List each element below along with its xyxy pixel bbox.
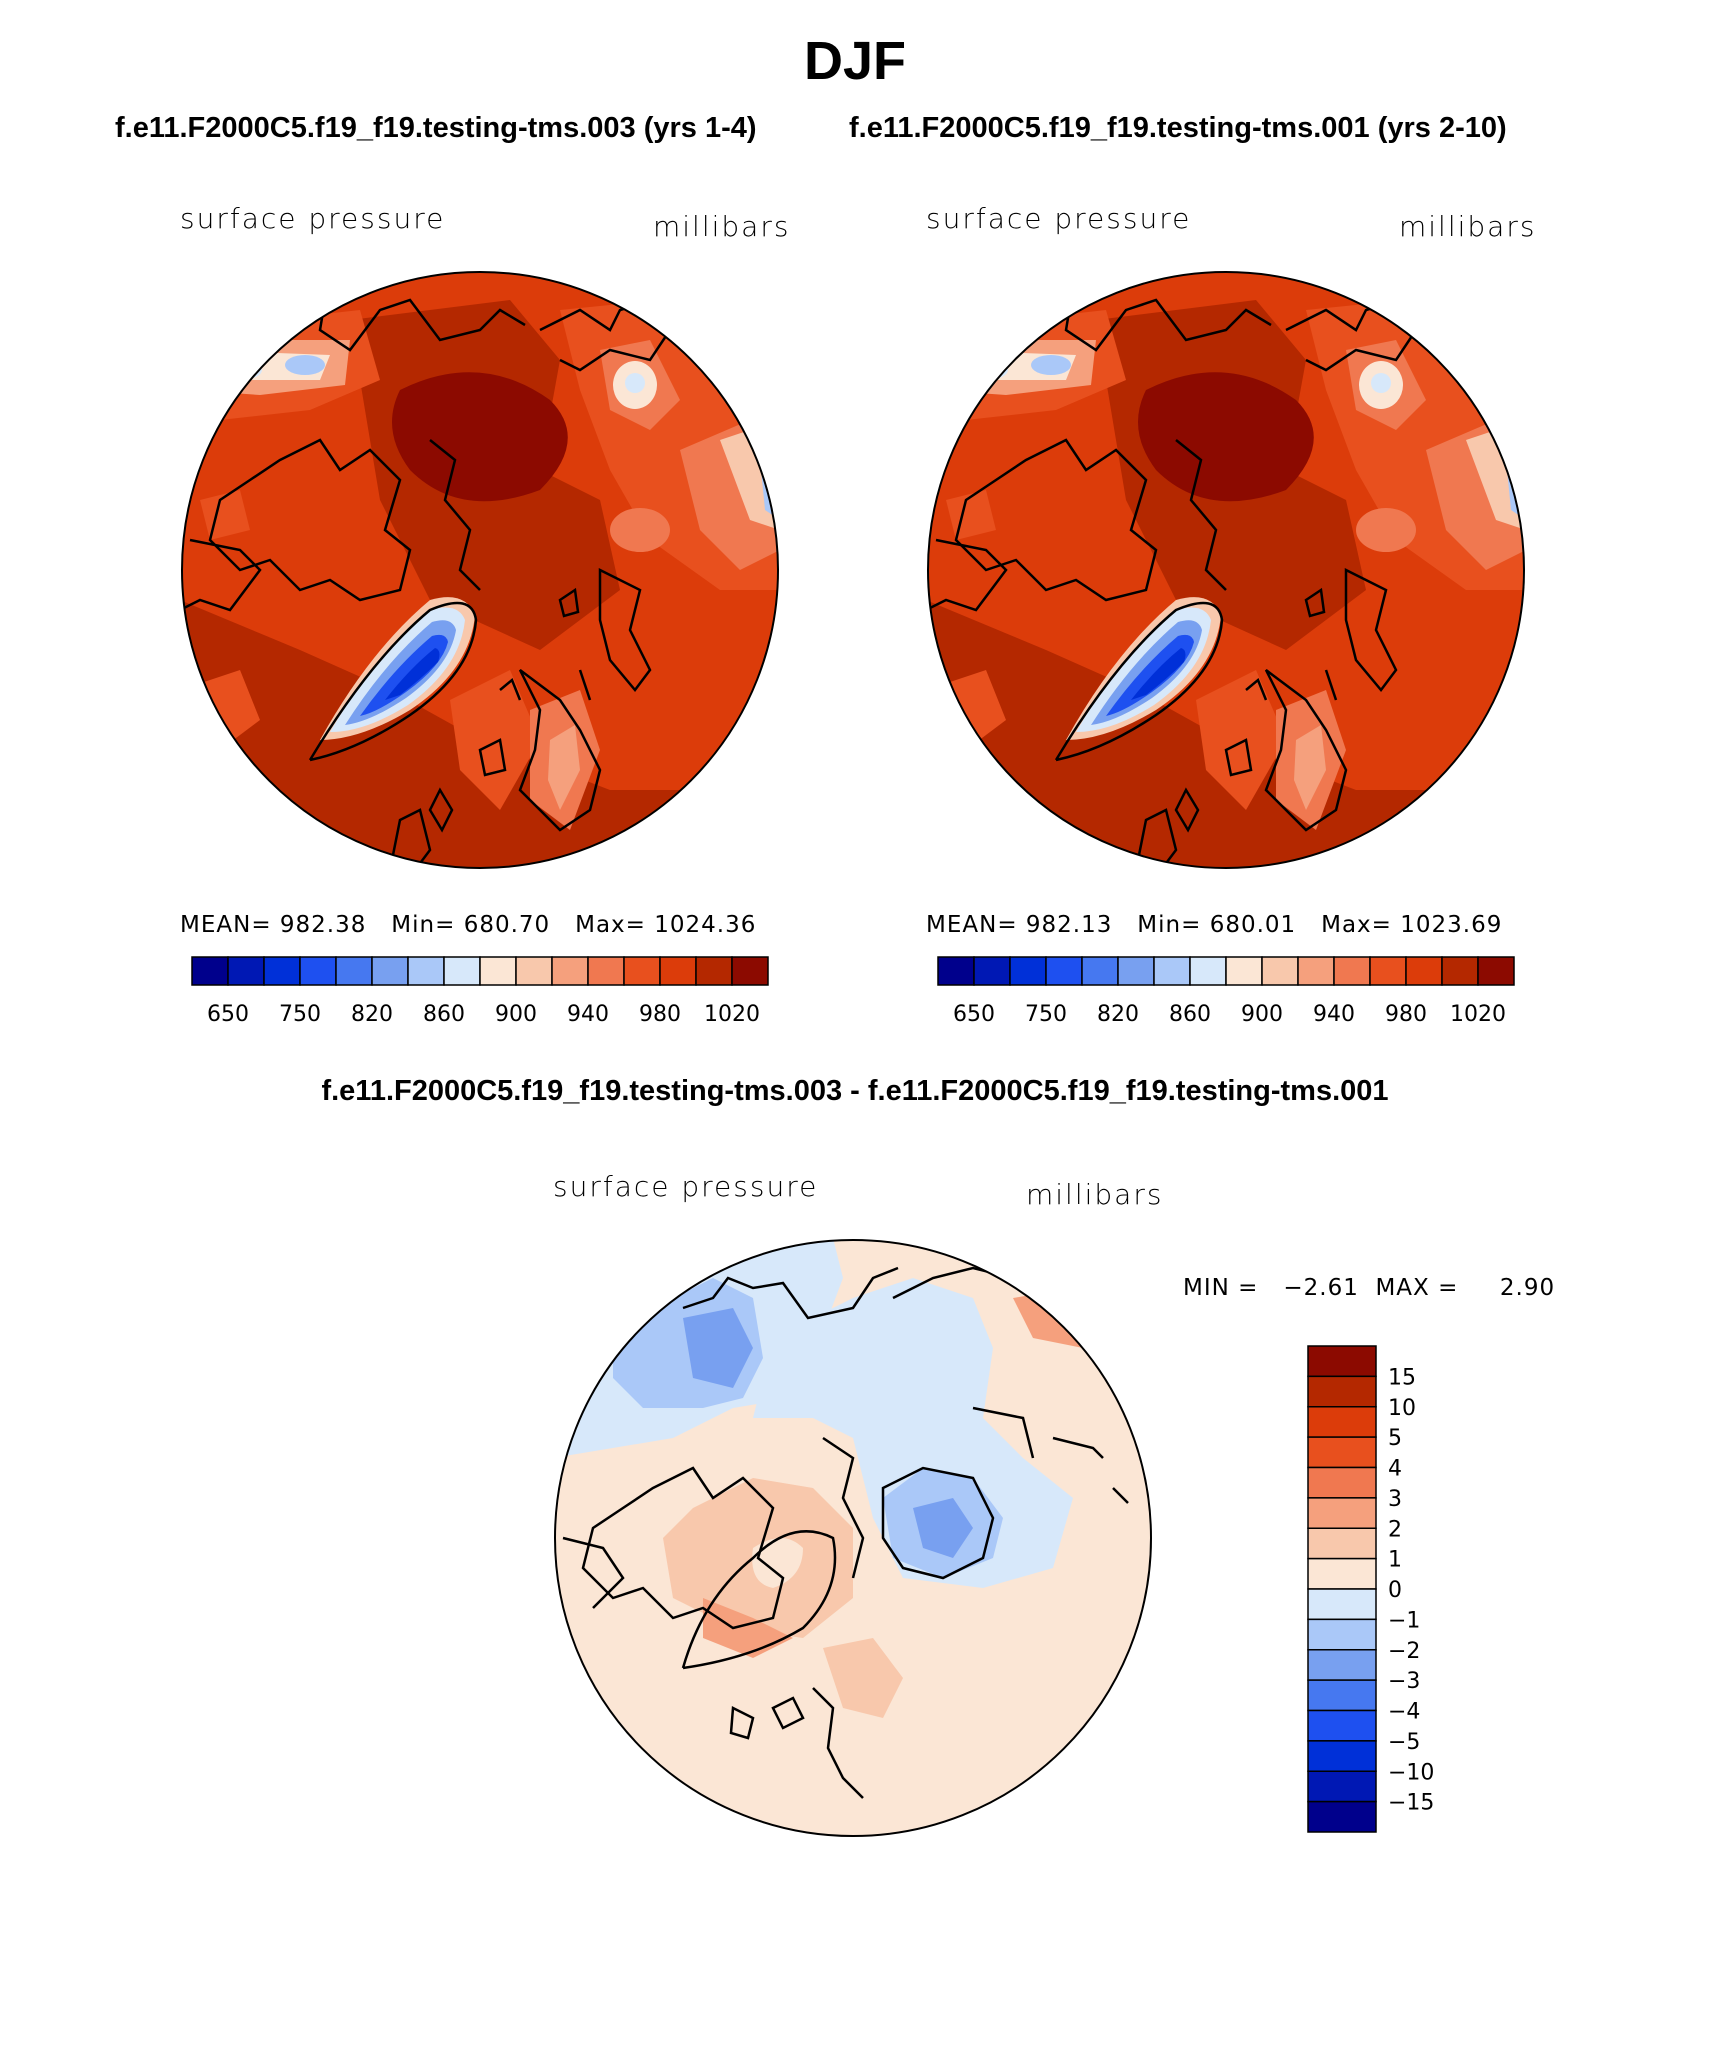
colorbar-tick-label: −4: [1388, 1700, 1420, 1725]
colorbar-swatch: [1307, 1527, 1377, 1560]
colorbar-swatch: [1297, 956, 1335, 986]
colorbar-tick-label: 1: [1388, 1548, 1402, 1573]
colorbar-tick-label: 0: [1388, 1578, 1402, 1603]
colorbar-swatch: [1225, 956, 1263, 986]
left-colorbar: 650 750 820 860 900 940 980 1020: [191, 956, 769, 1027]
colorbar-tick-label: −3: [1388, 1669, 1420, 1694]
main-title: DJF: [803, 31, 906, 91]
colorbar-swatch: [515, 956, 553, 986]
colorbar-swatch: [1369, 956, 1407, 986]
colorbar-tick-label: 5: [1388, 1426, 1402, 1451]
colorbar-swatch: [1045, 956, 1083, 986]
colorbar-tick-label: 820: [1097, 1002, 1139, 1027]
colorbar-tick-label: −1: [1388, 1608, 1420, 1633]
colorbar-tick-label: 980: [1385, 1002, 1427, 1027]
right-colorbar: 650 750 820 860 900 940 980 1020: [937, 956, 1515, 1027]
colorbar-swatch: [1153, 956, 1191, 986]
right-case-title: f.e11.F2000C5.f19_f19.testing-tms.001 (y…: [849, 112, 1507, 144]
colorbar-swatch: [263, 956, 301, 986]
right-units-label: millibars: [1399, 210, 1537, 243]
left-polar-map: [181, 271, 779, 869]
colorbar-swatch: [1009, 956, 1047, 986]
colorbar-swatch: [1333, 956, 1371, 986]
colorbar-swatch: [695, 956, 733, 986]
colorbar-tick-label: 900: [1241, 1002, 1283, 1027]
colorbar-swatch: [1307, 1800, 1377, 1833]
right-variable-label: surface pressure: [926, 202, 1192, 235]
colorbar-swatch: [1441, 956, 1479, 986]
colorbar-swatch: [335, 956, 373, 986]
colorbar-tick-label: 15: [1388, 1365, 1416, 1390]
colorbar-swatch: [973, 956, 1011, 986]
colorbar-tick-label: 1020: [1450, 1002, 1506, 1027]
colorbar-swatch: [1405, 956, 1443, 986]
colorbar-swatch: [371, 956, 409, 986]
colorbar-swatch: [1307, 1588, 1377, 1621]
colorbar-tick-label: 1020: [704, 1002, 760, 1027]
colorbar-swatch: [299, 956, 337, 986]
colorbar-tick-label: 940: [1313, 1002, 1355, 1027]
colorbar-tick-label: 860: [1169, 1002, 1211, 1027]
colorbar-swatch: [1307, 1466, 1377, 1499]
colorbar-swatch: [551, 956, 589, 986]
colorbar-swatch: [937, 956, 975, 986]
colorbar-tick-label: −10: [1388, 1760, 1434, 1785]
colorbar-swatch: [1261, 956, 1299, 986]
diff-variable-label: surface pressure: [553, 1170, 819, 1203]
colorbar-swatch: [1477, 956, 1515, 986]
colorbar-swatch: [1307, 1436, 1377, 1469]
difference-title: f.e11.F2000C5.f19_f19.testing-tms.003 - …: [321, 1075, 1389, 1107]
colorbar-tick-label: 900: [495, 1002, 537, 1027]
colorbar-swatch: [1081, 956, 1119, 986]
colorbar-swatch: [1307, 1406, 1377, 1438]
colorbar-swatch: [227, 956, 265, 986]
diff-units-label: millibars: [1026, 1178, 1164, 1211]
colorbar-swatch: [1117, 956, 1155, 986]
colorbar-tick-label: 3: [1388, 1487, 1402, 1512]
colorbar-swatch: [1189, 956, 1227, 986]
left-case-title: f.e11.F2000C5.f19_f19.testing-tms.003 (y…: [115, 112, 757, 144]
colorbar-swatch: [1307, 1740, 1377, 1772]
colorbar-tick-label: 860: [423, 1002, 465, 1027]
left-variable-label: surface pressure: [180, 202, 446, 235]
colorbar-swatch: [1307, 1618, 1377, 1651]
left-stats: MEAN= 982.38 Min= 680.70 Max= 1024.36: [180, 912, 757, 938]
right-polar-map: [927, 271, 1525, 869]
colorbar-swatch: [1307, 1497, 1377, 1529]
colorbar-tick-label: −2: [1388, 1639, 1420, 1664]
colorbar-swatch: [587, 956, 625, 986]
colorbar-swatch: [623, 956, 661, 986]
left-units-label: millibars: [653, 210, 791, 243]
diff-stats: MIN = −2.61 MAX = 2.90: [1183, 1275, 1556, 1301]
colorbar-swatch: [731, 956, 769, 986]
colorbar-swatch: [443, 956, 481, 986]
colorbar-swatch: [1307, 1375, 1377, 1408]
colorbar-tick-label: 820: [351, 1002, 393, 1027]
colorbar-tick-label: 940: [567, 1002, 609, 1027]
colorbar-tick-label: 980: [639, 1002, 681, 1027]
colorbar-swatch: [407, 956, 445, 986]
colorbar-swatch: [1307, 1770, 1377, 1803]
colorbar-tick-label: 750: [279, 1002, 321, 1027]
colorbar-tick-label: 4: [1388, 1457, 1402, 1482]
colorbar-tick-label: 750: [1025, 1002, 1067, 1027]
colorbar-tick-label: −5: [1388, 1730, 1420, 1755]
colorbar-swatch: [1307, 1709, 1377, 1742]
colorbar-swatch: [191, 956, 229, 986]
colorbar-swatch: [659, 956, 697, 986]
colorbar-tick-label: 2: [1388, 1517, 1402, 1542]
colorbar-tick-label: 10: [1388, 1396, 1416, 1421]
colorbar-swatch: [1307, 1649, 1377, 1681]
difference-polar-map: [554, 1239, 1152, 1837]
colorbar-tick-label: 650: [953, 1002, 995, 1027]
colorbar-swatch: [479, 956, 517, 986]
colorbar-swatch: [1307, 1557, 1377, 1590]
colorbar-tick-label: −15: [1388, 1791, 1434, 1816]
colorbar-swatch: [1307, 1345, 1377, 1378]
right-stats: MEAN= 982.13 Min= 680.01 Max= 1023.69: [926, 912, 1503, 938]
colorbar-swatch: [1307, 1679, 1377, 1712]
colorbar-tick-label: 650: [207, 1002, 249, 1027]
